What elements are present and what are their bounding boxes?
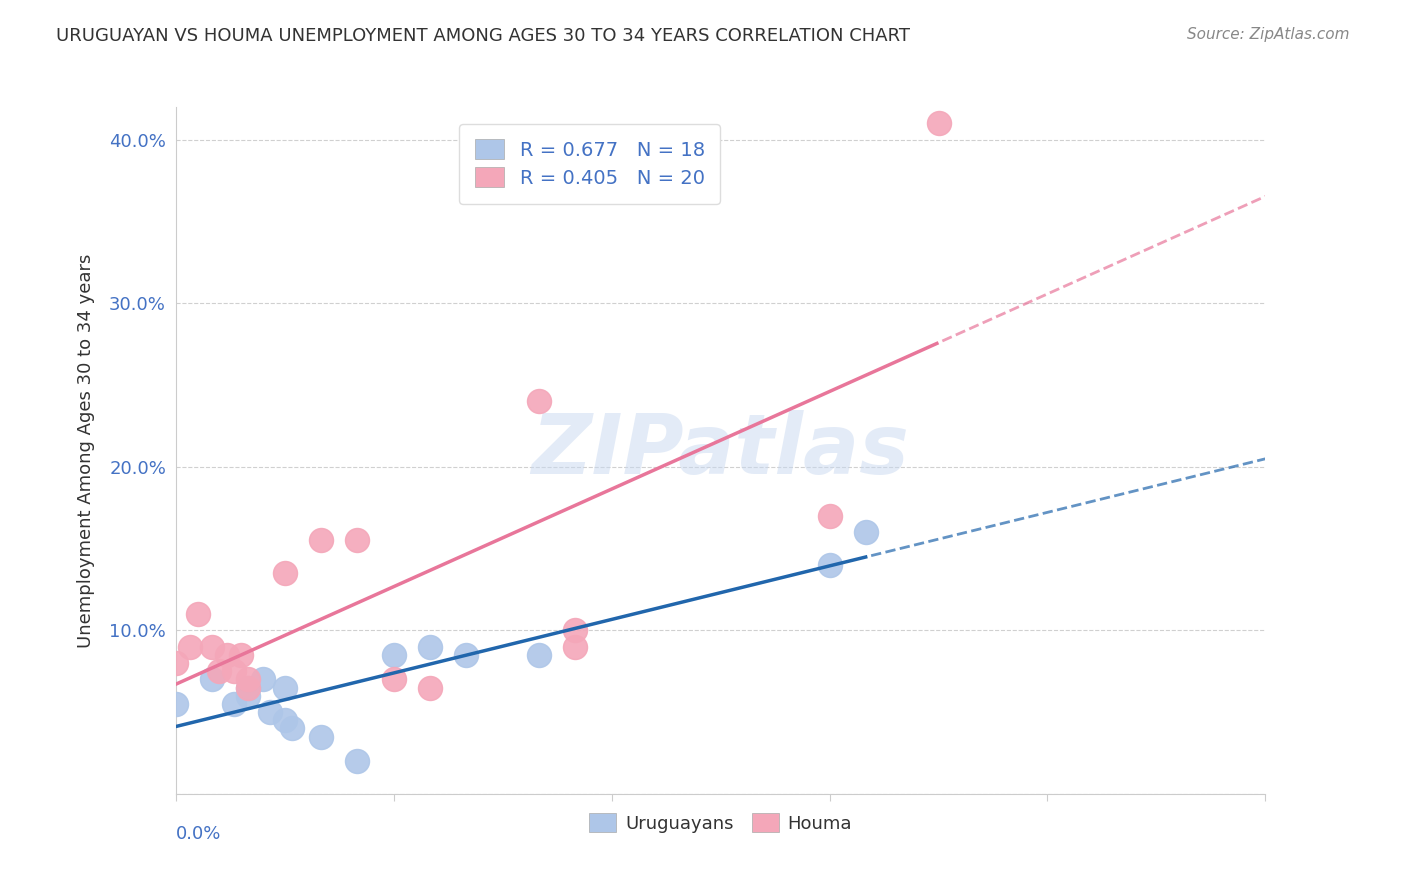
Point: [179, 640, 201, 654]
Point: [346, 754, 368, 768]
Point: [165, 656, 187, 670]
Point: [527, 394, 550, 409]
Point: [855, 525, 877, 540]
Point: [281, 722, 304, 736]
Point: [564, 624, 586, 638]
Point: [252, 673, 274, 687]
Point: [382, 673, 405, 687]
Point: [527, 648, 550, 662]
Y-axis label: Unemployment Among Ages 30 to 34 years: Unemployment Among Ages 30 to 34 years: [77, 253, 96, 648]
Point: [382, 648, 405, 662]
Point: [456, 648, 478, 662]
Point: [215, 648, 238, 662]
Point: [818, 508, 841, 523]
Point: [564, 640, 586, 654]
Point: [274, 566, 297, 580]
Text: URUGUAYAN VS HOUMA UNEMPLOYMENT AMONG AGES 30 TO 34 YEARS CORRELATION CHART: URUGUAYAN VS HOUMA UNEMPLOYMENT AMONG AG…: [56, 27, 910, 45]
Point: [238, 681, 260, 695]
Point: [419, 681, 441, 695]
Point: [201, 640, 224, 654]
Point: [238, 681, 260, 695]
Point: [238, 689, 260, 703]
Point: [274, 681, 297, 695]
Point: [309, 730, 332, 744]
Point: [222, 664, 245, 679]
Point: [818, 558, 841, 572]
Point: [419, 640, 441, 654]
Text: Source: ZipAtlas.com: Source: ZipAtlas.com: [1187, 27, 1350, 42]
Point: [208, 664, 231, 679]
Point: [309, 533, 332, 548]
Point: [346, 533, 368, 548]
Point: [259, 705, 281, 719]
Text: ZIPatlas: ZIPatlas: [531, 410, 910, 491]
Legend: Uruguayans, Houma: Uruguayans, Houma: [582, 806, 859, 839]
Point: [274, 714, 297, 728]
Text: 0.0%: 0.0%: [176, 825, 221, 843]
Point: [165, 697, 187, 711]
Point: [238, 673, 260, 687]
Point: [186, 607, 209, 621]
Point: [928, 116, 950, 130]
Point: [231, 648, 253, 662]
Point: [201, 673, 224, 687]
Point: [222, 697, 245, 711]
